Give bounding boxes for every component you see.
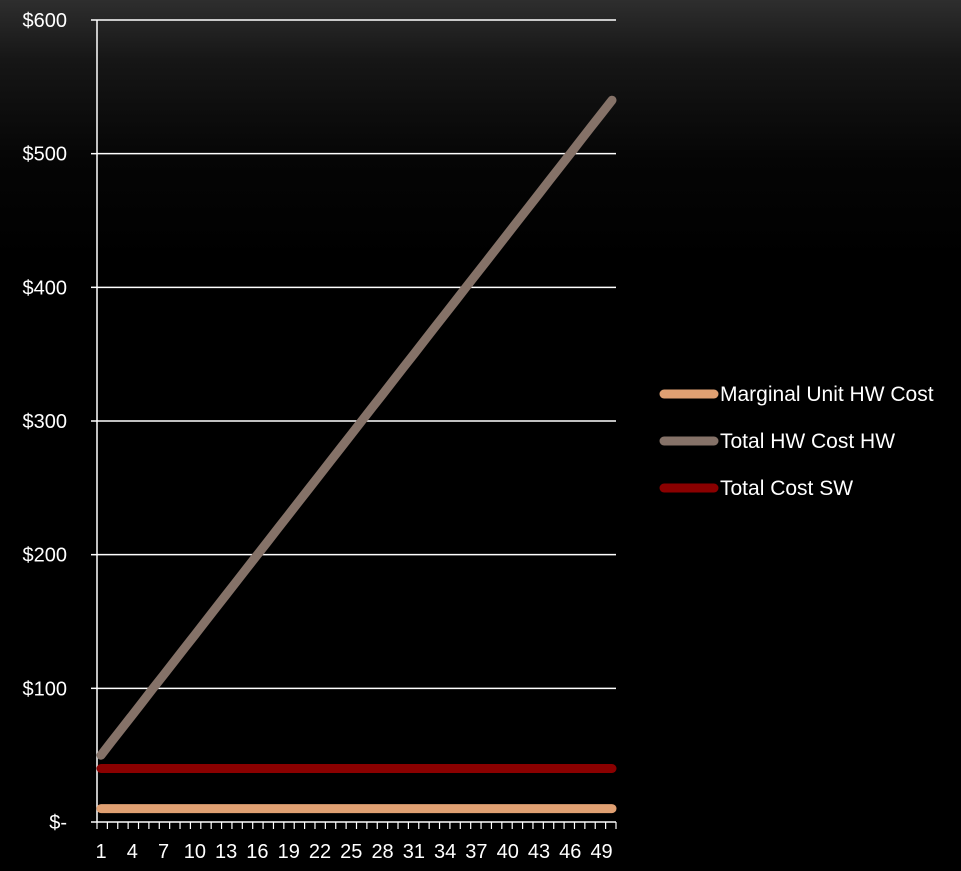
x-tick-label: 25 bbox=[340, 841, 362, 863]
y-tick-label: $100 bbox=[23, 678, 68, 700]
legend-label: Total HW Cost HW bbox=[720, 430, 895, 453]
y-tick-label: $400 bbox=[23, 277, 68, 299]
x-tick-label: 10 bbox=[184, 841, 206, 863]
y-tick-label: $500 bbox=[23, 144, 68, 166]
x-tick-label: 22 bbox=[309, 841, 331, 863]
x-tick-label: 31 bbox=[403, 841, 425, 863]
x-tick-label: 46 bbox=[559, 841, 581, 863]
series-lines bbox=[96, 95, 617, 814]
x-tick-label: 40 bbox=[497, 841, 519, 863]
x-tick-label: 13 bbox=[215, 841, 237, 863]
x-tick-label: 34 bbox=[434, 841, 456, 863]
x-tick-label: 16 bbox=[246, 841, 268, 863]
legend: Marginal Unit HW Cost Total HW Cost HW Tot… bbox=[659, 383, 934, 500]
x-tick-label: 7 bbox=[158, 841, 169, 863]
x-tick-label: 4 bbox=[127, 841, 138, 863]
y-tick-label: $300 bbox=[23, 411, 68, 433]
x-tick-label: 28 bbox=[371, 841, 393, 863]
y-tick-label: $200 bbox=[23, 545, 68, 567]
legend-label: Total Cost SW bbox=[720, 477, 853, 500]
y-tick-label: $600 bbox=[23, 10, 68, 32]
y-tick-label: $- bbox=[49, 812, 67, 834]
x-tick-label: 37 bbox=[465, 841, 487, 863]
legend-label: Marginal Unit HW Cost bbox=[720, 383, 934, 406]
x-tick-label: 19 bbox=[278, 841, 300, 863]
series-line-2 bbox=[96, 95, 617, 760]
axes: $- $100 $200 $300 $400 $500 $600 1 4 7 10 13 16 19 22 2… bbox=[23, 10, 617, 863]
gridlines bbox=[97, 19, 616, 690]
x-tick-label: 1 bbox=[95, 841, 106, 863]
x-tick-label: 49 bbox=[590, 841, 612, 863]
x-tick-label: 43 bbox=[528, 841, 550, 863]
